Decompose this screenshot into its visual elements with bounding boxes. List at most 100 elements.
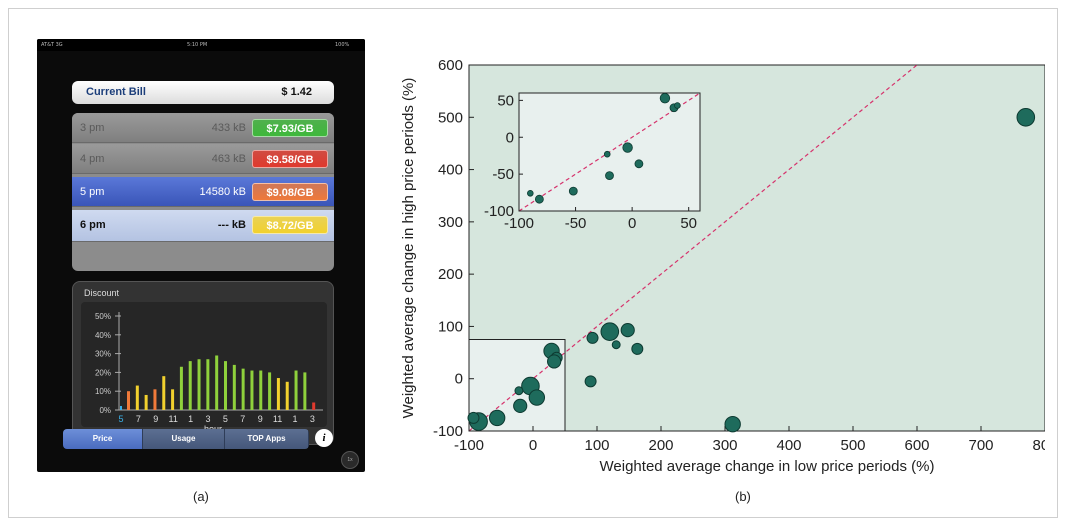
discount-bar xyxy=(224,361,227,410)
discount-bar xyxy=(144,394,148,410)
y-axis-label: Weighted average change in high price pe… xyxy=(400,78,417,419)
x-tick-label: 0 xyxy=(529,437,537,454)
row-time: 4 pm xyxy=(80,153,105,165)
inset-x-tick-label: 0 xyxy=(628,215,636,232)
row-time: 3 pm xyxy=(80,122,105,134)
tab-price[interactable]: Price xyxy=(63,429,143,449)
price-row[interactable]: 4 pm 463 kB $9.58/GB xyxy=(72,144,334,174)
discount-bar xyxy=(179,366,183,410)
x-tick-label: 100 xyxy=(584,437,609,454)
x-tick-label: 700 xyxy=(968,437,993,454)
discount-bar xyxy=(312,402,316,410)
x-tick-label: 800 xyxy=(1032,437,1045,454)
zoom-icon[interactable]: 1x xyxy=(341,451,359,469)
status-bar: AT&T 3G 5:10 PM 100% xyxy=(37,39,365,51)
discount-bar xyxy=(268,372,272,410)
row-usage: --- kB xyxy=(217,219,246,231)
data-point xyxy=(467,411,480,424)
status-carrier: AT&T 3G xyxy=(41,42,63,48)
inset-data-point xyxy=(605,171,614,180)
inset-data-point xyxy=(603,150,611,158)
data-point xyxy=(1016,107,1036,127)
row-time: 6 pm xyxy=(80,219,106,231)
y-tick-label: 100 xyxy=(438,318,463,335)
reference-line xyxy=(469,65,918,431)
price-row[interactable]: 6 pm --- kB $8.72/GB xyxy=(72,210,334,242)
discount-chart: 50%40%30%20%10%0%57911135791113hour xyxy=(81,302,327,434)
inset-y-tick-label: -50 xyxy=(492,166,514,183)
tab-top-apps[interactable]: TOP Apps xyxy=(225,429,309,449)
inset-y-tick-label: -100 xyxy=(484,203,514,220)
current-bill-value: $ 1.42 xyxy=(281,86,312,98)
tab-usage[interactable]: Usage xyxy=(143,429,225,449)
y-tick-label: 500 xyxy=(438,109,463,126)
discount-bar xyxy=(135,385,139,410)
data-point xyxy=(514,386,524,396)
x-tick-label: 600 xyxy=(904,437,929,454)
data-point xyxy=(631,342,644,355)
x-tick-label: 400 xyxy=(776,437,801,454)
data-point xyxy=(528,389,546,406)
x-tick-label: 500 xyxy=(840,437,865,454)
discount-ytick-label: 10% xyxy=(95,387,111,396)
inset-data-point xyxy=(674,102,681,109)
x-tick-label: -100 xyxy=(454,437,484,454)
inset-y-tick-label: 50 xyxy=(497,92,514,109)
status-battery: 100% xyxy=(335,42,350,48)
y-tick-label: 0 xyxy=(455,371,463,388)
discount-plot-bg xyxy=(81,302,327,427)
discount-bar xyxy=(303,372,307,410)
inset-data-point xyxy=(622,142,633,153)
discount-ytick-label: 50% xyxy=(95,312,111,321)
discount-ytick-label: 0% xyxy=(99,406,111,415)
discount-bar xyxy=(259,370,263,410)
inset-x-tick-label: -100 xyxy=(504,215,534,232)
row-price-badge: $9.08/GB xyxy=(252,183,328,201)
row-usage: 463 kB xyxy=(211,153,246,165)
discount-bar xyxy=(285,381,289,410)
data-point xyxy=(586,331,599,344)
figure-frame: AT&T 3G 5:10 PM 100% Current Bill $ 1.42… xyxy=(8,8,1058,518)
row-price-badge: $7.93/GB xyxy=(252,119,328,137)
discount-xtick-label: 7 xyxy=(240,414,245,424)
info-icon[interactable]: i xyxy=(315,429,333,447)
discount-ytick-label: 30% xyxy=(95,350,111,359)
discount-xtick-label: 3 xyxy=(205,414,210,424)
inset-data-point xyxy=(534,194,544,204)
row-time: 5 pm xyxy=(80,186,105,198)
y-tick-label: 300 xyxy=(438,214,463,231)
caption-a: (a) xyxy=(193,489,209,504)
discount-xtick-label: 11 xyxy=(273,414,282,424)
discount-bar xyxy=(206,359,210,410)
discount-ytick-label: 20% xyxy=(95,368,111,377)
discount-xtick-label: 5 xyxy=(223,414,228,424)
discount-xtick-label: 1 xyxy=(188,414,193,424)
phone-screen: AT&T 3G 5:10 PM 100% Current Bill $ 1.42… xyxy=(37,39,365,472)
current-bill-bar[interactable]: Current Bill $ 1.42 xyxy=(72,81,334,104)
discount-bar xyxy=(197,359,201,410)
current-hour-marker xyxy=(120,406,122,410)
discount-bar xyxy=(294,370,298,410)
data-point xyxy=(600,322,620,341)
data-point xyxy=(620,322,635,338)
data-point xyxy=(547,354,562,369)
discount-xtick-label: 1 xyxy=(292,414,297,424)
discount-bar xyxy=(232,364,236,410)
discount-bar xyxy=(153,389,157,410)
data-point xyxy=(611,340,621,350)
price-row[interactable]: 5 pm 14580 kB $9.08/GB xyxy=(72,177,334,207)
y-tick-label: 200 xyxy=(438,266,463,283)
discount-xtick-label: 9 xyxy=(153,414,158,424)
discount-bar xyxy=(241,368,245,410)
y-tick-label: 600 xyxy=(438,57,463,74)
x-tick-label: 300 xyxy=(712,437,737,454)
row-price-badge: $8.72/GB xyxy=(252,216,328,234)
discount-xtick-label: 3 xyxy=(310,414,315,424)
current-bill-label: Current Bill xyxy=(86,86,146,98)
discount-ytick-label: 40% xyxy=(95,331,111,340)
inset-data-point xyxy=(659,92,671,104)
discount-xtick-label: 7 xyxy=(136,414,141,424)
price-row[interactable]: 3 pm 433 kB $7.93/GB xyxy=(72,113,334,143)
x-axis-label: Weighted average change in low price per… xyxy=(600,458,935,475)
discount-bar xyxy=(171,389,175,410)
